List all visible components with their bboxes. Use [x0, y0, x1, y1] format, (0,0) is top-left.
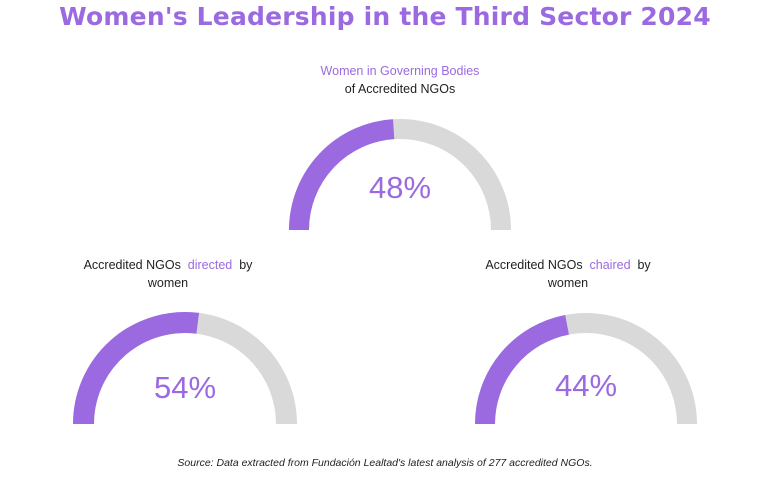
gauge-label-accent: chaired: [589, 258, 631, 272]
gauge-label-directed: Accredited NGOs directed by women: [68, 256, 268, 292]
gauge-value-label: 44%: [555, 368, 617, 403]
gauge-label-line2: women: [547, 276, 589, 290]
gauge-label-chaired: Accredited NGOs chaired by women: [468, 256, 668, 292]
gauge-label-pre: Accredited NGOs: [83, 258, 181, 272]
gauge-fill: [289, 119, 395, 231]
gauge-governing-bodies: 48%: [289, 119, 511, 231]
gauge-fill: [475, 314, 570, 425]
gauge-label-accent: directed: [187, 258, 233, 272]
gauge-label-governing-bodies: Women in Governing Bodies of Accredited …: [300, 62, 500, 98]
gauge-chaired: 44%: [475, 313, 697, 425]
gauge-label-post: by: [637, 258, 651, 272]
gauge-label-rest: of Accredited NGOs: [344, 82, 456, 96]
gauge-fill: [73, 312, 200, 425]
gauge-label-post: by: [239, 258, 253, 272]
chart-title: Women's Leadership in the Third Sector 2…: [59, 2, 711, 31]
gauge-label-pre: Accredited NGOs: [485, 258, 583, 272]
gauge-label-line2: women: [147, 276, 189, 290]
source-note: Source: Data extracted from Fundación Le…: [177, 457, 593, 469]
gauge-label-accent: Women in Governing Bodies: [320, 64, 480, 78]
gauge-value-label: 54%: [154, 370, 216, 405]
gauge-value-label: 48%: [369, 170, 431, 205]
gauge-directed: 54%: [73, 312, 297, 425]
